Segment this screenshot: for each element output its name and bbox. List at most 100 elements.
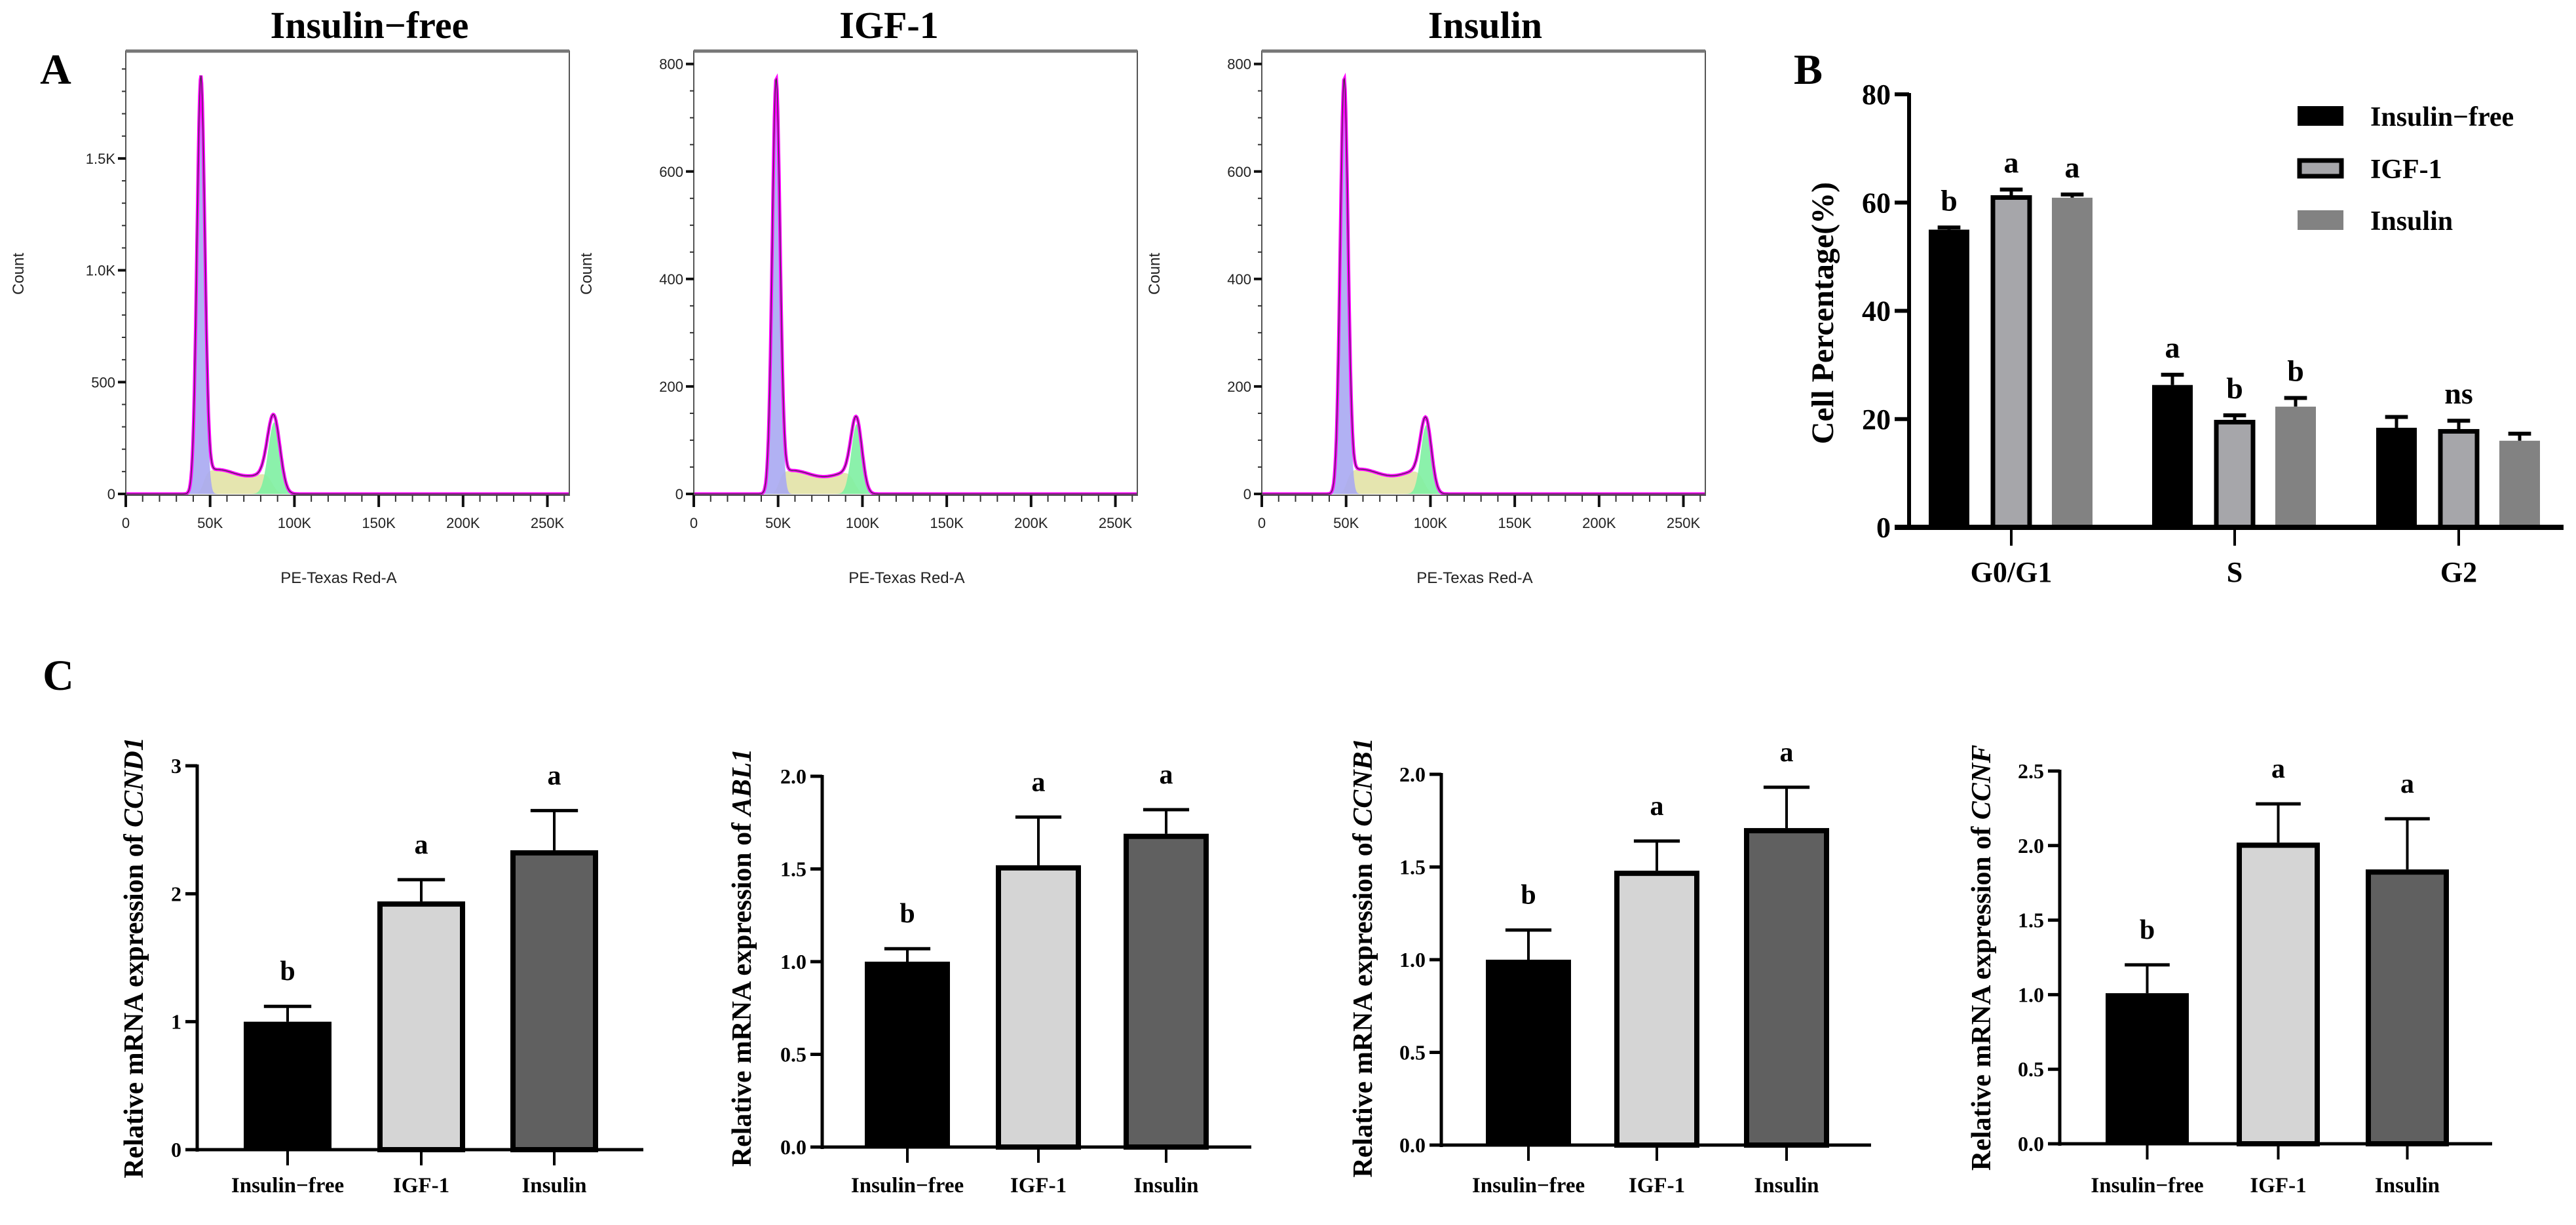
y-tick-label: 2.0 — [2018, 834, 2044, 857]
significance-letter: b — [900, 899, 915, 929]
mrna-bar-chart-ccnb1: b Insulin−free a IGF-1 a Insulin 0.0 0.5 1.0 1.5 2… — [1348, 738, 1871, 1197]
x-tick-label: 200K — [1582, 515, 1616, 531]
y-tick-label: 0 — [675, 486, 683, 502]
g1-peak-area — [1304, 84, 1464, 495]
y-tick-label: 40 — [1862, 295, 1891, 328]
significance-letter: a — [2004, 145, 2019, 179]
y-tick-label: 200 — [1227, 379, 1251, 395]
y-tick-label: 80 — [1862, 79, 1891, 111]
x-tick-label: 250K — [1099, 515, 1133, 531]
significance-letter: a — [1650, 791, 1664, 821]
y-axis-label: Relative mRNA expression of CCNB1 — [1348, 738, 1378, 1177]
y-tick-label: 1.0K — [86, 263, 116, 279]
x-tick-label: 150K — [930, 515, 964, 531]
category-label: Insulin−free — [231, 1174, 344, 1197]
mrna-bar-chart-ccnf: b Insulin−free a IGF-1 a Insulin 0.0 0.5 1.0 1.5 2… — [1967, 745, 2492, 1197]
bar-insulin-free — [2152, 385, 2193, 527]
g2-peak-area — [1304, 425, 1464, 494]
x-axis-label: PE-Texas Red-A — [280, 569, 396, 587]
significance-letter: a — [1780, 738, 1794, 768]
bar-igf-1 — [2214, 419, 2256, 530]
y-tick-label: 400 — [659, 271, 683, 288]
category-label: Insulin — [521, 1174, 586, 1197]
cell-cycle-bar-chart: b a a G0/G1 a b b Sns G2 0 20 40 60 80 Cell Percentage… — [1806, 79, 2564, 588]
y-tick-label: 0.0 — [780, 1135, 806, 1159]
category-label: S — [2227, 556, 2243, 588]
significance-letter: a — [548, 761, 561, 791]
category-label: G2 — [2440, 556, 2477, 588]
y-tick-label: 1.5 — [1399, 856, 1426, 879]
significance-letter: a — [2065, 151, 2080, 184]
x-tick-label: 50K — [765, 515, 791, 531]
legend-swatch — [2298, 210, 2343, 230]
y-tick-label: 0 — [1243, 486, 1251, 502]
bar-igf-1 — [2438, 428, 2480, 530]
histogram-line — [694, 77, 1137, 495]
panel-label-c: C — [43, 652, 74, 700]
x-tick-label: 0 — [1258, 515, 1266, 531]
bar-igf-1 — [1990, 195, 2032, 530]
x-tick-label: 150K — [362, 515, 396, 531]
category-label: IGF-1 — [2250, 1174, 2306, 1197]
bar-insulin-free — [244, 1021, 331, 1150]
histogram-2: 0 200 400 600 800 0 50K 100K 150K 200K 250K PE-Texa… — [578, 4, 1138, 587]
y-tick-label: 1.0 — [1399, 948, 1426, 971]
panel-label-a: A — [40, 46, 71, 94]
legend-item: IGF-1 — [2297, 155, 2442, 185]
charts: 0 500 1.0K 1.5K 0 50K 100K 150K 200K 250K PE-Texas… — [10, 4, 2564, 1197]
category-label: G0/G1 — [1971, 556, 2053, 588]
y-tick-label: 1.5 — [2018, 909, 2044, 932]
bar-insulin — [1124, 833, 1209, 1150]
significance-letter: a — [2271, 754, 2285, 784]
y-tick-label: 500 — [91, 374, 115, 390]
y-axis-label: Count — [578, 253, 596, 295]
y-axis-label-prefix: Relative mRNA expression of — [1967, 820, 1997, 1171]
y-tick-label: 0.5 — [2018, 1057, 2044, 1081]
y-tick-label: 60 — [1862, 187, 1891, 219]
category-label: Insulin — [1133, 1174, 1198, 1197]
legend-label: IGF-1 — [2370, 155, 2442, 185]
bar-insulin-free — [1486, 960, 1571, 1145]
x-tick-label: 100K — [1414, 515, 1448, 531]
mrna-bar-chart-ccnd1: b Insulin−free a IGF-1 a Insulin 0 1 2 3 Relative … — [119, 737, 643, 1197]
bar-igf-1 — [996, 865, 1081, 1150]
y-tick-label: 20 — [1862, 404, 1891, 436]
category-label: Insulin — [2375, 1174, 2440, 1197]
significance-letter: a — [2400, 769, 2414, 799]
y-tick-label: 2.5 — [2018, 759, 2044, 783]
y-axis-label-gene: CCNB1 — [1348, 738, 1378, 826]
y-tick-label: 1.0 — [2018, 983, 2044, 1006]
y-axis-label: Cell Percentage(%) — [1806, 182, 1840, 444]
x-tick-label: 0 — [122, 515, 130, 531]
panel-label-b: B — [1794, 46, 1823, 94]
g2-peak-area — [736, 424, 896, 494]
x-axis-label: PE-Texas Red-A — [1416, 569, 1532, 587]
category-label: IGF-1 — [1010, 1174, 1067, 1197]
category-label: IGF-1 — [393, 1174, 449, 1197]
y-tick-label: 1.5K — [86, 151, 116, 167]
y-axis-label-gene: CCNF — [1967, 745, 1997, 820]
y-axis-label-prefix: Relative mRNA expression of — [727, 816, 757, 1167]
g1-peak-area — [168, 81, 328, 494]
significance-letter: b — [2140, 915, 2155, 945]
y-axis-label-prefix: Relative mRNA expression of — [1348, 827, 1378, 1178]
y-axis-label-gene: CCND1 — [119, 737, 149, 827]
y-tick-label: 2 — [171, 882, 181, 905]
y-tick-label: 2.0 — [780, 764, 806, 788]
x-tick-label: 200K — [1014, 515, 1048, 531]
significance-letter: ns — [2444, 377, 2472, 410]
mrna-bar-chart-abl1: b Insulin−free a IGF-1 a Insulin 0.0 0.5 1.0 1.5 2… — [727, 749, 1251, 1197]
bar-insulin — [2052, 197, 2093, 527]
category-label: Insulin−free — [1472, 1174, 1585, 1197]
significance-letter: b — [280, 956, 295, 987]
y-tick-label: 0 — [107, 486, 115, 502]
g1-peak-area — [736, 84, 896, 495]
bar-igf-1 — [2237, 842, 2320, 1147]
category-label: IGF-1 — [1629, 1174, 1685, 1197]
y-tick-label: 200 — [659, 379, 683, 395]
y-tick-label: 0 — [1876, 512, 1891, 544]
legend-label: Insulin−free — [2370, 102, 2514, 132]
legend-swatch — [2298, 106, 2343, 126]
bar-insulin-free — [865, 962, 950, 1147]
y-tick-label: 3 — [171, 754, 181, 778]
